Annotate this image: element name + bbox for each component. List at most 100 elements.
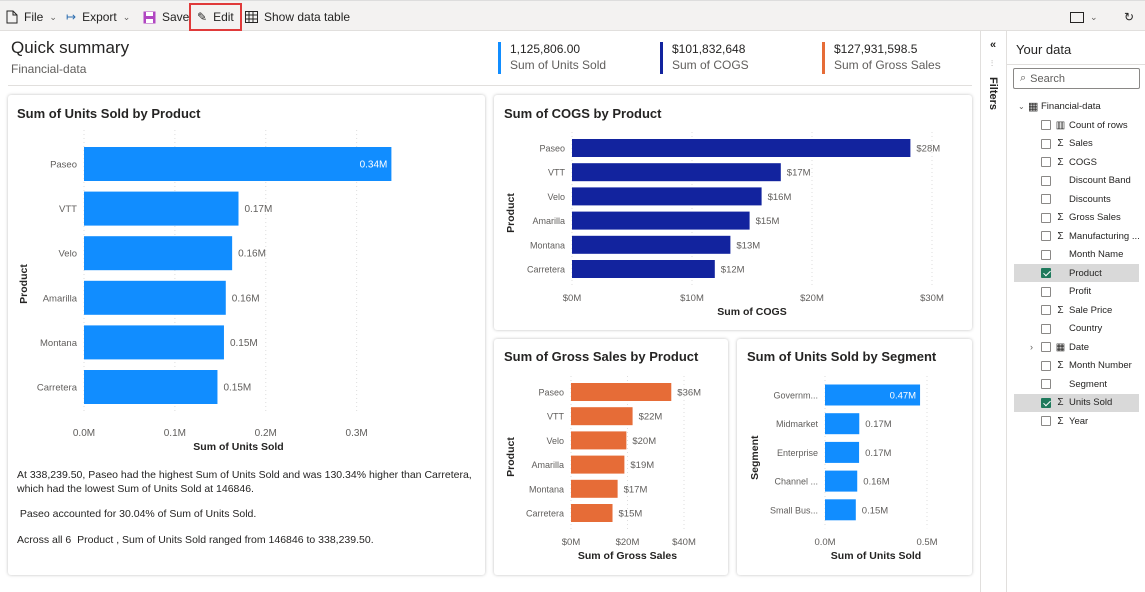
chart-title: Sum of Units Sold by Segment [747,349,937,364]
save-button[interactable]: Save [143,7,189,27]
chart-title: Sum of Units Sold by Product [17,106,201,121]
kpi-label: Sum of Units Sold [510,58,607,72]
field-name: Manufacturing ... [1069,230,1140,242]
edit-button[interactable]: ✎ Edit [189,3,242,31]
field-checkbox[interactable] [1041,323,1051,334]
chart-card-units-by-product[interactable]: Sum of Units Sold by Product At 338,239.… [8,95,485,575]
field-checkbox[interactable] [1041,157,1051,167]
field-name: Discount Band [1069,175,1131,186]
field-manufacturing[interactable]: Σ Manufacturing ... [1014,227,1140,245]
filter-icon: ⫶ [991,59,993,68]
page-subtitle: Financial-data [11,62,87,76]
view-dropdown[interactable]: ⌄ [1070,7,1098,27]
field-name: Month Number [1069,360,1132,371]
chevron-right-icon[interactable]: › [1030,342,1033,352]
refresh-button[interactable]: ↻ [1124,7,1134,27]
field-name: Discounts [1069,193,1111,205]
field-checkbox[interactable] [1041,268,1051,278]
pencil-icon: ✎ [197,10,208,24]
chart-title: Sum of COGS by Product [504,106,662,121]
sigma-icon: Σ [1057,360,1064,371]
collapse-icon[interactable]: « [990,39,997,51]
narrative: At 338,239.50, Paseo had the highest Sum… [17,468,477,547]
field-segment[interactable]: Segment [1014,375,1139,393]
kpi-units-sold: 1,125,806.00 Sum of Units Sold [498,42,606,74]
field-sale-price[interactable]: Σ Sale Price [1014,301,1139,319]
field-checkbox[interactable] [1041,175,1051,186]
field-name: COGS [1069,156,1097,168]
calendar-icon: ▦ [1055,341,1066,353]
kpi-label: Sum of COGS [672,58,749,72]
kpi-value: $101,832,648 [672,42,746,56]
field-checkbox[interactable] [1041,231,1051,241]
field-month-name[interactable]: Month Name [1014,246,1139,264]
field-checkbox[interactable] [1041,120,1051,130]
field-discount-band[interactable]: Discount Band [1014,172,1139,190]
field-country[interactable]: Country [1014,320,1139,338]
calculator-icon: ▥ [1055,119,1066,131]
kpi-cogs: $101,832,648 Sum of COGS [660,42,749,74]
field-units-sold[interactable]: Σ Units Sold [1014,393,1139,412]
chart-card-cogs-by-product[interactable]: Sum of COGS by Product [494,95,972,330]
field-profit[interactable]: Profit [1014,283,1139,301]
field-checkbox[interactable] [1041,194,1051,204]
file-icon [6,10,18,24]
field-product[interactable]: Product [1014,264,1139,282]
window-icon [1070,11,1084,23]
field-checkbox[interactable] [1041,305,1051,315]
field-name: Count of rows [1069,119,1128,131]
search-input[interactable]: ⌕ Search [1013,68,1140,89]
narrative-line: Paseo accounted for 30.04% of Sum of Uni… [17,508,257,520]
save-icon [143,11,156,23]
table-name: Financial-data [1041,100,1101,112]
show-data-table-label: Show data table [264,10,351,24]
narrative-line: Across all 6 Product , Sum of Units Sold… [17,534,374,546]
field-month-number[interactable]: Σ Month Number [1014,357,1139,375]
field-name: Product [1069,267,1102,279]
table-node-financial-data[interactable]: ⌄ ▦ Financial-data [1014,97,1139,115]
kpi-gross-sales: $127,931,598.5 Sum of Gross Sales [822,42,941,74]
sigma-icon: Σ [1057,415,1064,427]
field-gross-sales[interactable]: Σ Gross Sales [1014,209,1139,227]
export-label: Export [82,10,117,24]
table-icon [245,11,258,23]
table-icon: ▦ [1028,100,1039,113]
field-checkbox[interactable] [1041,416,1051,426]
field-checkbox[interactable] [1041,379,1051,389]
file-menu[interactable]: File ⌄ [6,7,57,27]
refresh-icon: ↻ [1124,10,1135,24]
kpi-label: Sum of Gross Sales [834,58,941,72]
save-label: Save [162,10,190,24]
toolbar: File ⌄ ↦ Export ⌄ Save ✎ Edit Show data ta… [0,0,1145,31]
chevron-down-icon: ⌄ [122,11,131,22]
field-sales[interactable]: Σ Sales [1014,135,1139,153]
field-name: Profit [1069,286,1092,297]
field-year[interactable]: Σ Year [1014,412,1139,430]
chart-card-units-by-segment[interactable]: Sum of Units Sold by Segment [737,339,972,575]
field-discounts[interactable]: Discounts [1014,190,1139,208]
sigma-icon: Σ [1057,230,1064,242]
field-name: Gross Sales [1069,212,1121,223]
filters-pane-collapsed[interactable]: « ⫶ Filters [980,31,1007,592]
file-label: File [24,10,44,24]
field-checkbox[interactable] [1041,360,1051,371]
show-data-table-button[interactable]: Show data table [245,7,350,27]
pane-title: Your data [1016,42,1072,57]
sigma-icon: Σ [1057,138,1064,149]
field-checkbox[interactable] [1041,342,1051,352]
chevron-down-icon: ⌄ [1018,101,1025,111]
narrative-line: At 338,239.50, Paseo had the highest Sum… [17,469,472,495]
chart-card-gross-sales-by-product[interactable]: Sum of Gross Sales by Product [494,339,728,575]
chart-title: Sum of Gross Sales by Product [504,349,699,364]
field-checkbox[interactable] [1041,286,1051,297]
field-checkbox[interactable] [1041,212,1051,223]
field-cogs[interactable]: Σ COGS [1014,153,1139,171]
field-name: Sale Price [1069,304,1113,316]
field-checkbox[interactable] [1041,249,1051,260]
sigma-icon: Σ [1057,304,1064,316]
field-checkbox[interactable] [1041,397,1051,408]
field-checkbox[interactable] [1041,138,1051,149]
field-date[interactable]: › ▦ Date [1014,338,1139,356]
field-count-of-rows[interactable]: ▥ Count of rows [1014,116,1139,134]
export-menu[interactable]: ↦ Export ⌄ [66,7,130,27]
